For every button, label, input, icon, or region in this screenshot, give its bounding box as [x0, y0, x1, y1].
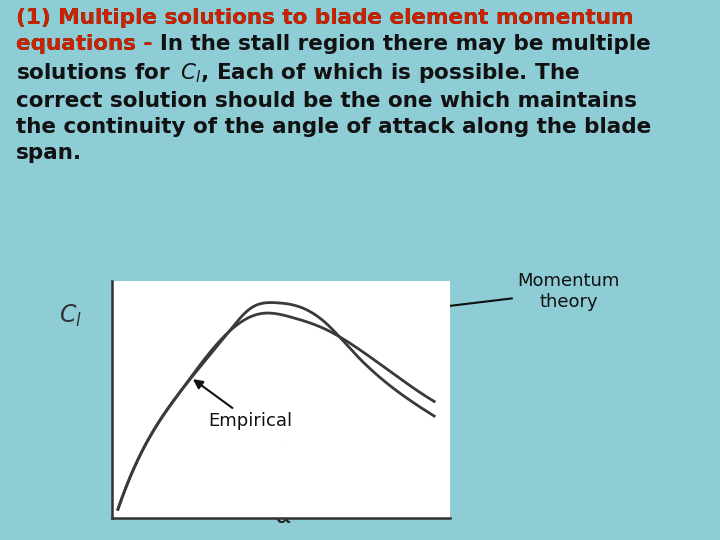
- Text: (1) Multiple solutions to blade element momentum
equations - In the stall region: (1) Multiple solutions to blade element …: [16, 8, 651, 163]
- Text: Empirical: Empirical: [195, 381, 293, 430]
- Text: Momentum
theory: Momentum theory: [328, 272, 620, 324]
- Text: $\alpha$: $\alpha$: [275, 504, 294, 528]
- Text: $C_l$: $C_l$: [59, 303, 82, 329]
- Text: (1) Multiple solutions to blade element momentum
equations -: (1) Multiple solutions to blade element …: [16, 8, 634, 54]
